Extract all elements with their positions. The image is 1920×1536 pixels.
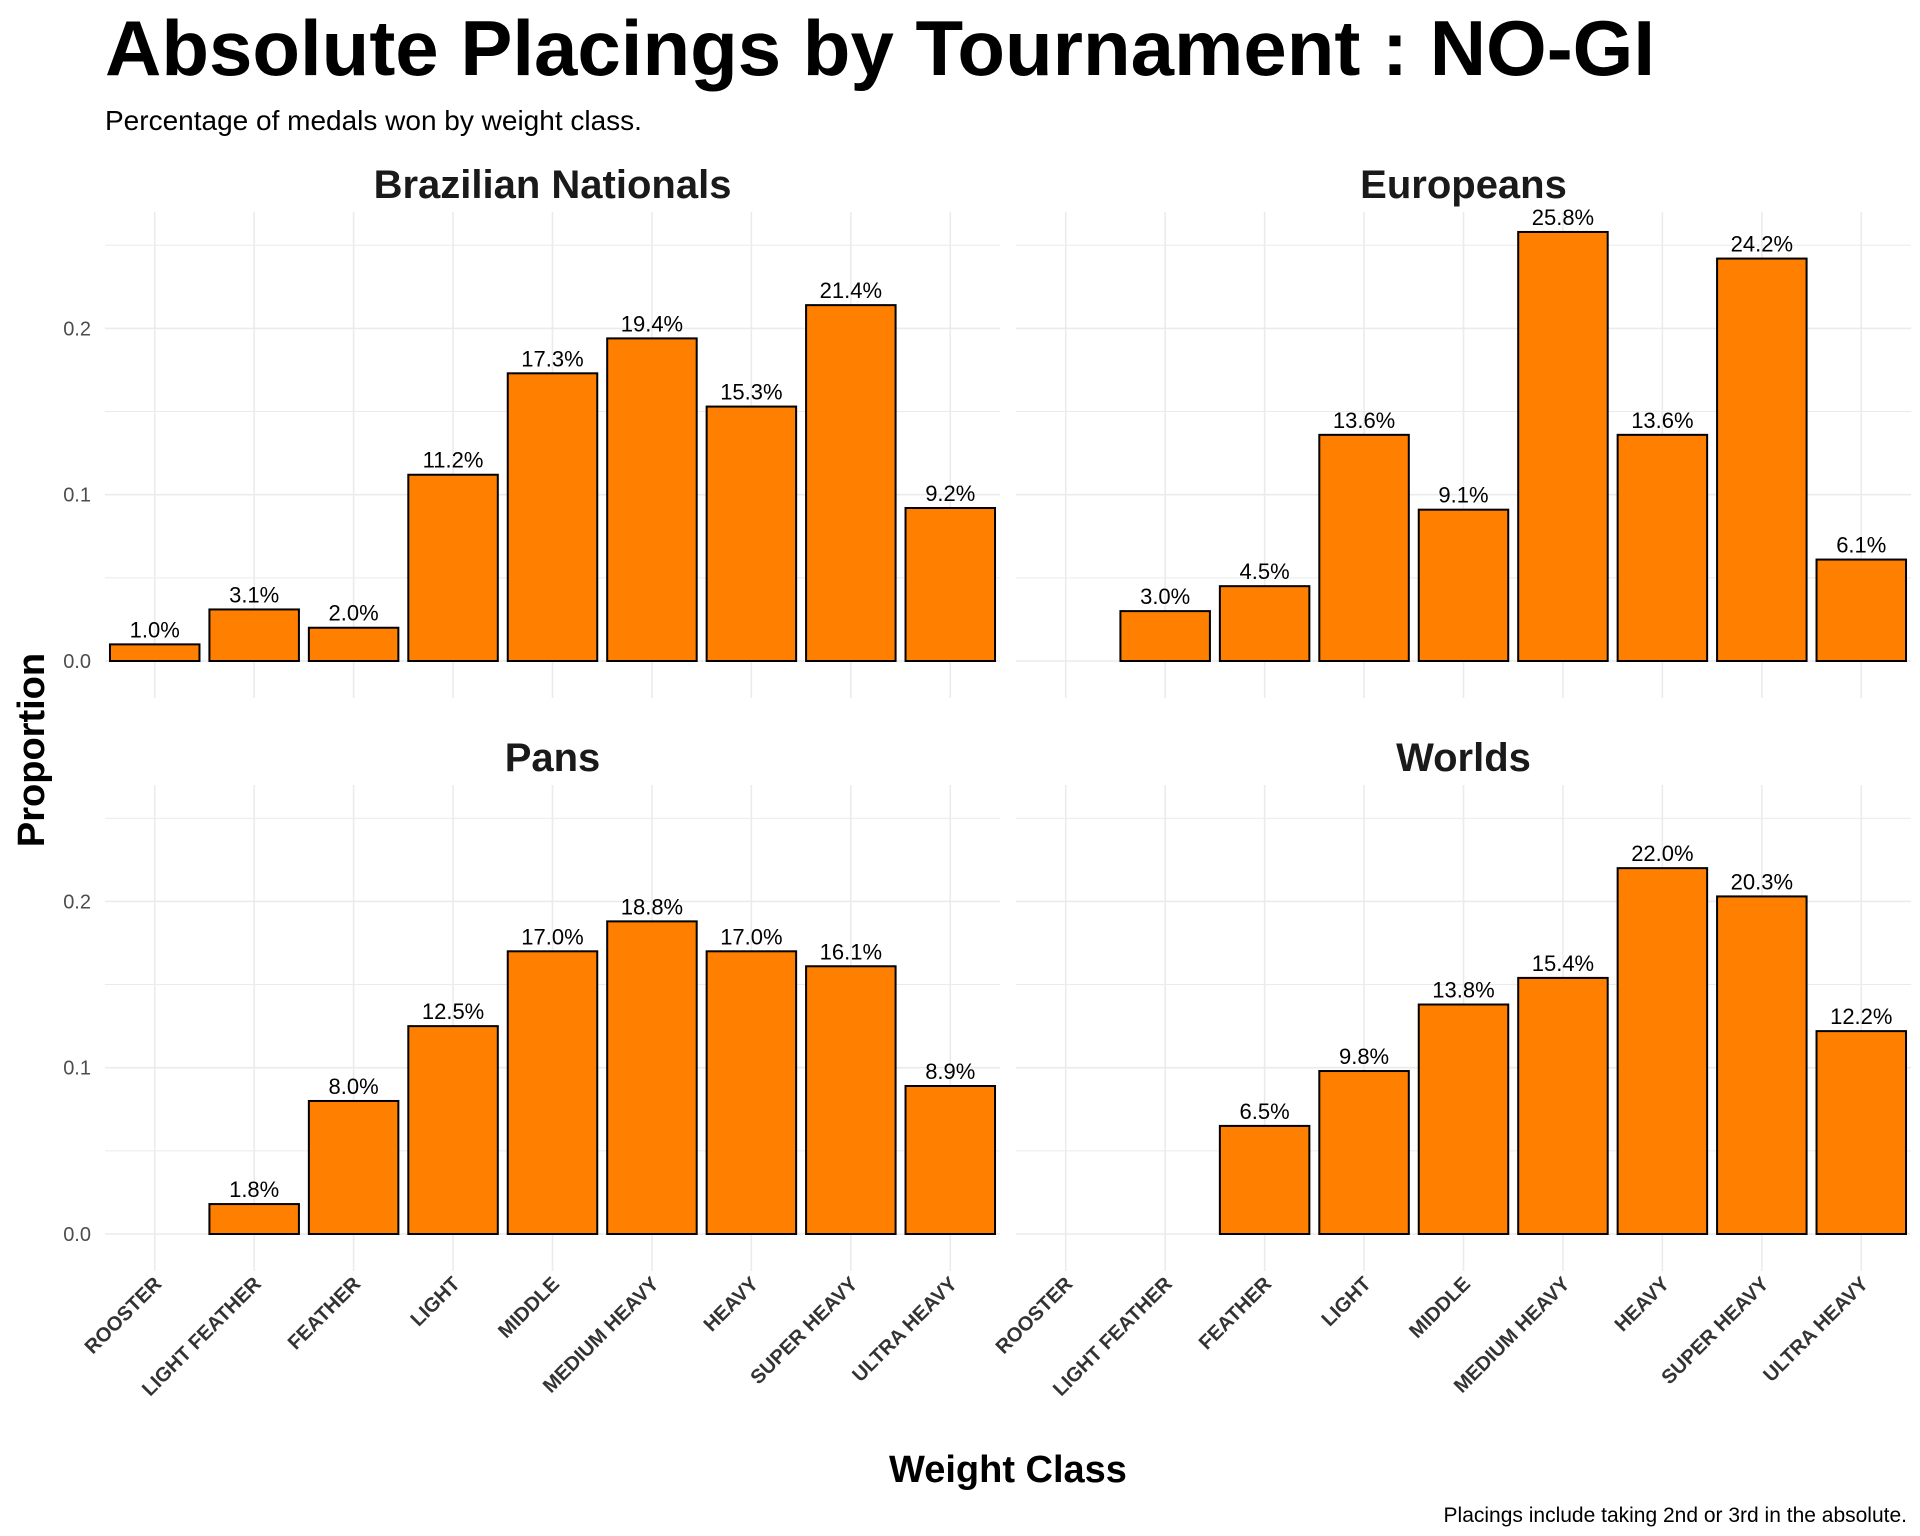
facet-panel: Worlds 6.5% 9.8% 13.8% 15.4% 22.0% 20.3% 12.2% R…	[992, 736, 1911, 1401]
y-tick-label: 0.2	[63, 318, 91, 340]
x-tick-label: MIDDLE	[1405, 1273, 1475, 1343]
bar-value-label: 3.0%	[1140, 584, 1190, 609]
bar-value-label: 13.8%	[1432, 978, 1494, 1003]
bar	[1517, 230, 1609, 662]
bar-value-label: 12.2%	[1830, 1004, 1892, 1029]
bar	[1318, 433, 1410, 662]
bar	[606, 337, 698, 662]
bar	[1616, 867, 1709, 1235]
bar	[307, 626, 400, 662]
bar	[1517, 976, 1609, 1235]
bar-value-label: 21.4%	[820, 278, 882, 303]
facet-panels: Brazilian Nationals 0.0 0.1 0.2 1.0% 3.1% 2.0%…	[63, 163, 1911, 1401]
bar	[307, 1099, 400, 1236]
bar	[506, 950, 599, 1236]
bar-value-label: 24.2%	[1731, 232, 1793, 257]
bar	[1716, 257, 1808, 662]
x-tick-label: ROOSTER	[992, 1273, 1078, 1359]
bar-value-label: 4.5%	[1240, 559, 1290, 584]
x-tick-label: HEAVY	[700, 1273, 764, 1337]
y-tick-label: 0.0	[63, 651, 91, 673]
x-tick-label: HEAVY	[1611, 1273, 1675, 1337]
bar-value-label: 15.4%	[1532, 951, 1594, 976]
bar-value-label: 1.8%	[229, 1177, 279, 1202]
bar-value-label: 1.0%	[130, 617, 180, 642]
bar	[1815, 1030, 1908, 1236]
bar	[1318, 1070, 1410, 1236]
x-tick-label: MIDDLE	[494, 1273, 564, 1343]
chart-subtitle: Percentage of medals won by weight class…	[105, 105, 642, 136]
bar-value-label: 17.3%	[521, 346, 583, 371]
x-tick-label: ULTRA HEAVY	[1759, 1273, 1873, 1387]
bar	[1119, 610, 1211, 662]
x-tick-label: SUPER HEAVY	[746, 1273, 862, 1389]
bar-value-label: 6.5%	[1240, 1099, 1290, 1124]
bar	[1815, 558, 1908, 663]
chart-caption: Placings include taking 2nd or 3rd in th…	[1444, 1504, 1907, 1527]
facet-title: Worlds	[1396, 736, 1531, 780]
bar	[1417, 1003, 1510, 1235]
bar-value-label: 13.6%	[1333, 408, 1395, 433]
bar	[1218, 1124, 1311, 1235]
facet-panel: Europeans 3.0% 4.5% 13.6% 9.1% 25.8% 13.6% 24.2…	[1016, 163, 1911, 698]
bar-value-label: 12.5%	[422, 999, 484, 1024]
bar	[1218, 585, 1311, 663]
bar	[1616, 433, 1709, 662]
bar-value-label: 18.8%	[621, 894, 683, 919]
facet-panel: Brazilian Nationals 0.0 0.1 0.2 1.0% 3.1% 2.0%…	[63, 163, 1000, 698]
x-tick-label: SUPER HEAVY	[1657, 1273, 1773, 1389]
bar	[1417, 508, 1510, 663]
bar	[904, 507, 997, 663]
bar-value-label: 20.3%	[1731, 869, 1793, 894]
bar-value-label: 9.2%	[925, 481, 975, 506]
bar-value-label: 16.1%	[820, 939, 882, 964]
x-tick-label: LIGHT	[1318, 1273, 1376, 1331]
y-tick-label: 0.0	[63, 1224, 91, 1246]
y-axis-title: Proportion	[11, 653, 53, 847]
bar	[805, 965, 897, 1235]
bar	[1716, 895, 1808, 1235]
bar-value-label: 2.0%	[329, 601, 379, 626]
bar	[108, 643, 201, 662]
bar-value-label: 17.0%	[521, 924, 583, 949]
x-tick-label: LIGHT	[407, 1273, 465, 1331]
y-tick-label: 0.1	[63, 1058, 91, 1080]
bar-value-label: 15.3%	[720, 380, 782, 405]
x-tick-label: FEATHER	[1195, 1273, 1277, 1355]
bar-value-label: 17.0%	[720, 924, 782, 949]
bar-value-label: 13.6%	[1631, 408, 1693, 433]
bar	[208, 1203, 300, 1235]
facet-title: Europeans	[1360, 163, 1567, 207]
x-tick-label: ROOSTER	[81, 1273, 167, 1359]
y-tick-label: 0.1	[63, 485, 91, 507]
facet-title: Pans	[505, 736, 601, 780]
x-tick-label: ULTRA HEAVY	[848, 1273, 962, 1387]
bar-value-label: 8.0%	[329, 1074, 379, 1099]
bar-value-label: 22.0%	[1631, 841, 1693, 866]
bar	[904, 1084, 997, 1236]
bar	[208, 608, 300, 662]
bar	[805, 304, 897, 662]
bar-value-label: 25.8%	[1532, 205, 1594, 230]
bar	[705, 405, 798, 663]
bar-value-label: 3.1%	[229, 582, 279, 607]
bar	[705, 950, 798, 1236]
bar-value-label: 9.8%	[1339, 1044, 1389, 1069]
chart-title: Absolute Placings by Tournament : NO-GI	[105, 4, 1655, 92]
bar-value-label: 6.1%	[1836, 533, 1886, 558]
bar	[606, 920, 698, 1235]
y-tick-label: 0.2	[63, 891, 91, 913]
bar	[407, 473, 499, 662]
bar-value-label: 9.1%	[1438, 483, 1488, 508]
facet-title: Brazilian Nationals	[374, 163, 732, 207]
bar-value-label: 19.4%	[621, 311, 683, 336]
bar-value-label: 11.2%	[423, 448, 484, 473]
bar	[407, 1025, 499, 1236]
x-tick-label: FEATHER	[284, 1273, 366, 1355]
bar-value-label: 8.9%	[925, 1059, 975, 1084]
facet-panel: Pans 0.0 0.1 0.2 1.8% 8.0% 12.5% 17.0% 18.8% 17.0…	[63, 736, 1000, 1401]
x-axis-title: Weight Class	[889, 1449, 1127, 1491]
bar	[506, 372, 599, 662]
